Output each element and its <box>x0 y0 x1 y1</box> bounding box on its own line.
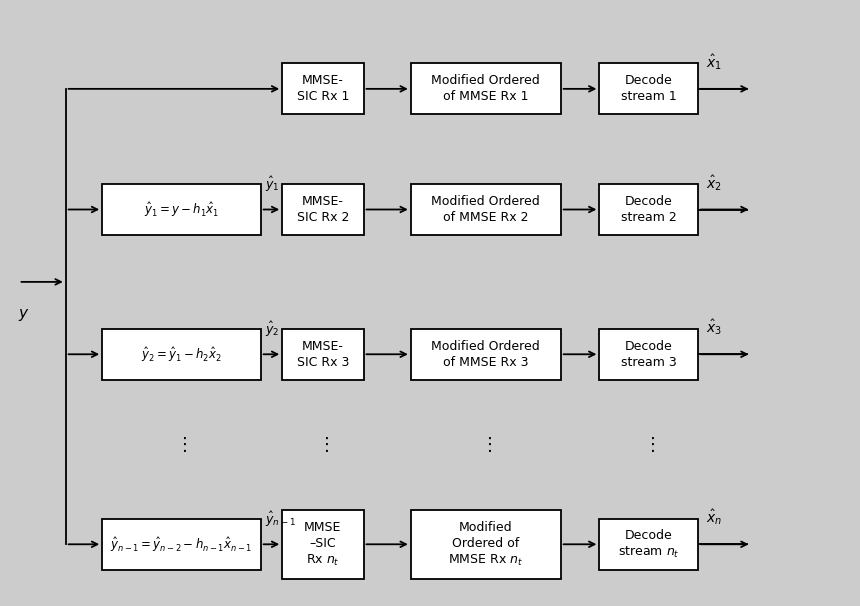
Text: MMSE
–SIC
Rx $n_t$: MMSE –SIC Rx $n_t$ <box>304 521 341 568</box>
FancyBboxPatch shape <box>282 510 364 579</box>
Text: $\hat{y}_2$: $\hat{y}_2$ <box>265 319 280 339</box>
FancyBboxPatch shape <box>599 63 697 115</box>
Text: Modified Ordered
of MMSE Rx 2: Modified Ordered of MMSE Rx 2 <box>432 195 540 224</box>
FancyBboxPatch shape <box>102 328 261 380</box>
FancyBboxPatch shape <box>599 328 697 380</box>
FancyBboxPatch shape <box>282 328 364 380</box>
Text: MMSE-
SIC Rx 1: MMSE- SIC Rx 1 <box>297 75 349 104</box>
Text: Decode
stream 2: Decode stream 2 <box>621 195 677 224</box>
Text: y: y <box>18 306 28 321</box>
Text: Modified Ordered
of MMSE Rx 3: Modified Ordered of MMSE Rx 3 <box>432 340 540 369</box>
FancyBboxPatch shape <box>102 184 261 235</box>
FancyBboxPatch shape <box>599 184 697 235</box>
Text: Decode
stream 3: Decode stream 3 <box>621 340 677 369</box>
Text: $\vdots$: $\vdots$ <box>480 435 492 454</box>
Text: MMSE-
SIC Rx 3: MMSE- SIC Rx 3 <box>297 340 349 369</box>
Text: $\hat{y}_1$: $\hat{y}_1$ <box>265 175 280 194</box>
FancyBboxPatch shape <box>282 184 364 235</box>
Text: MMSE-
SIC Rx 2: MMSE- SIC Rx 2 <box>297 195 349 224</box>
Text: $\hat{y}_{n-1}$: $\hat{y}_{n-1}$ <box>265 510 296 528</box>
Text: $\hat{x}_n$: $\hat{x}_n$ <box>706 508 722 527</box>
Text: $\hat{x}_1$: $\hat{x}_1$ <box>706 52 722 72</box>
Text: $\hat{y}_2 = \hat{y}_1 - h_2\hat{x}_2$: $\hat{y}_2 = \hat{y}_1 - h_2\hat{x}_2$ <box>141 345 222 364</box>
Text: Decode
stream 1: Decode stream 1 <box>621 75 677 104</box>
FancyBboxPatch shape <box>102 519 261 570</box>
Text: $\hat{y}_1 = y - h_1\hat{x}_1$: $\hat{y}_1 = y - h_1\hat{x}_1$ <box>144 200 219 219</box>
Text: $\vdots$: $\vdots$ <box>175 435 187 454</box>
Text: $\vdots$: $\vdots$ <box>316 435 329 454</box>
Text: Modified Ordered
of MMSE Rx 1: Modified Ordered of MMSE Rx 1 <box>432 75 540 104</box>
Text: Modified
Ordered of
MMSE Rx $n_t$: Modified Ordered of MMSE Rx $n_t$ <box>448 521 523 568</box>
Text: Decode
stream $n_t$: Decode stream $n_t$ <box>617 528 679 560</box>
Text: $\hat{x}_3$: $\hat{x}_3$ <box>706 318 722 338</box>
Text: $\hat{x}_2$: $\hat{x}_2$ <box>706 173 722 193</box>
FancyBboxPatch shape <box>282 63 364 115</box>
FancyBboxPatch shape <box>411 328 561 380</box>
Text: $\vdots$: $\vdots$ <box>642 435 654 454</box>
FancyBboxPatch shape <box>599 519 697 570</box>
FancyBboxPatch shape <box>411 184 561 235</box>
FancyBboxPatch shape <box>411 510 561 579</box>
FancyBboxPatch shape <box>411 63 561 115</box>
Text: $\hat{y}_{n-1} = \hat{y}_{n-2} - h_{n-1}\hat{x}_{n-1}$: $\hat{y}_{n-1} = \hat{y}_{n-2} - h_{n-1}… <box>110 535 253 554</box>
